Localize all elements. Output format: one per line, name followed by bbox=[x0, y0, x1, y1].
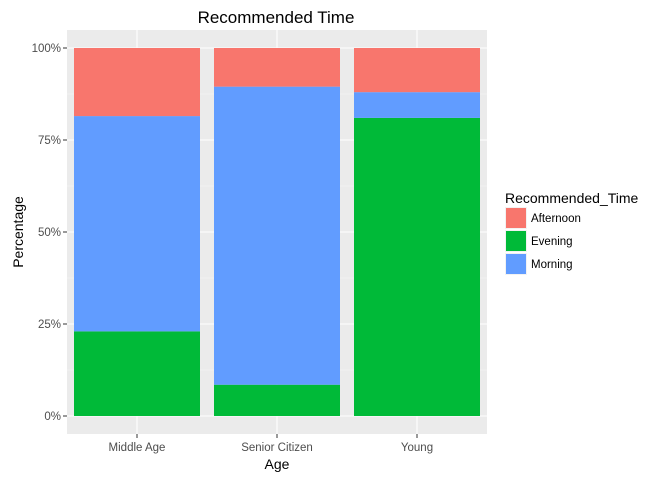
bar-segment-afternoon bbox=[214, 48, 340, 87]
bar-segment-morning bbox=[214, 86, 340, 385]
y-axis: 0% 25% 50% 75% 100% bbox=[32, 43, 67, 423]
legend-title: Recommended_Time bbox=[505, 190, 639, 206]
chart-title: Recommended Time bbox=[198, 8, 355, 27]
legend-items: Afternoon Evening Morning bbox=[505, 207, 581, 275]
x-tick-label: Middle Age bbox=[109, 442, 166, 454]
legend-swatch-evening bbox=[506, 231, 526, 251]
bars bbox=[74, 48, 480, 417]
bar-segment-evening bbox=[214, 384, 340, 416]
bar-segment-evening bbox=[354, 117, 480, 417]
legend: Recommended_Time Afternoon Evening Morning bbox=[505, 190, 639, 275]
x-tick-label: Young bbox=[401, 442, 433, 454]
x-axis: Middle Age Senior Citizen Young bbox=[109, 434, 433, 454]
bar-segment-afternoon bbox=[74, 48, 200, 117]
legend-label-evening: Evening bbox=[531, 236, 573, 248]
legend-label-afternoon: Afternoon bbox=[531, 213, 581, 225]
x-tick-label: Senior Citizen bbox=[241, 442, 313, 454]
bar-segment-morning bbox=[354, 92, 480, 118]
legend-swatch-morning bbox=[506, 254, 526, 274]
y-tick-label: 100% bbox=[32, 43, 61, 55]
y-tick-label: 50% bbox=[38, 227, 61, 239]
x-axis-title: Age bbox=[265, 456, 290, 472]
bar-segment-evening bbox=[74, 331, 200, 416]
y-tick-label: 0% bbox=[44, 411, 61, 423]
bar-segment-morning bbox=[74, 116, 200, 332]
y-tick-label: 25% bbox=[38, 319, 61, 331]
legend-label-morning: Morning bbox=[531, 259, 573, 271]
bar-segment-afternoon bbox=[354, 48, 480, 93]
y-tick-label: 75% bbox=[38, 135, 61, 147]
legend-swatch-afternoon bbox=[506, 208, 526, 228]
y-axis-title: Percentage bbox=[10, 196, 26, 268]
